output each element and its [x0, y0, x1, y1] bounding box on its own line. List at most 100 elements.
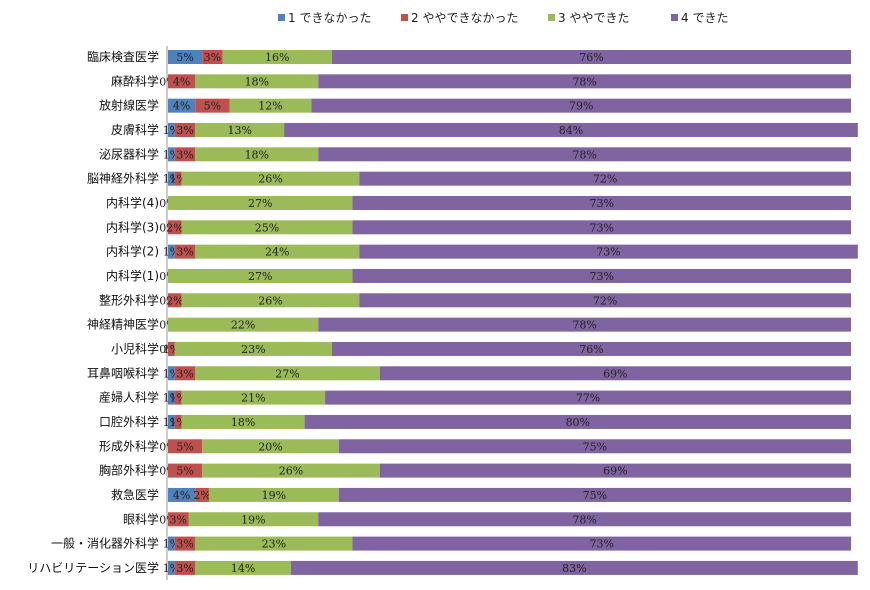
bar-segment: [168, 366, 175, 381]
bar-segment: [174, 560, 196, 575]
bar-segment: [168, 390, 175, 405]
data-label: 26%: [279, 465, 303, 478]
bar-segment: [284, 122, 858, 137]
bar-row: 0%27%73%: [159, 268, 851, 283]
category-label: 内科学(1): [106, 268, 159, 283]
category-label: 臨床検査医学: [87, 49, 159, 64]
data-label: 12%: [258, 100, 282, 113]
data-label: 73%: [589, 197, 613, 210]
bar-segment: [168, 487, 196, 502]
bar-segment: [352, 220, 851, 235]
bar-row: 1%1% 21% 77%: [163, 390, 852, 405]
bar-segment: [174, 147, 196, 162]
data-label: 27%: [275, 367, 299, 380]
data-label: 19%: [241, 513, 265, 526]
bar-row: 0%2%26%72%: [159, 293, 851, 308]
legend-label: 4 できた: [681, 11, 728, 25]
data-label: 20%: [258, 440, 282, 453]
data-label: 79%: [569, 100, 593, 113]
bar-segment: [195, 244, 360, 259]
bar-segment: [181, 390, 326, 405]
bar-segment: [168, 171, 175, 186]
category-label: 眼科学: [123, 511, 159, 526]
bar-row: 1%3% 24% 73%: [163, 244, 858, 259]
bar-segment: [195, 147, 319, 162]
category-label: 内科学(3): [106, 219, 159, 234]
bar-segment: [195, 487, 209, 502]
data-label: 4%: [173, 75, 190, 88]
legend-swatch: [671, 14, 678, 21]
bar-segment: [195, 74, 319, 89]
legend-item: 3 ややできた: [548, 11, 629, 25]
data-label: 26%: [258, 294, 282, 307]
bar-segment: [168, 536, 175, 551]
legend-swatch: [401, 14, 408, 21]
category-label: 脳神経外科学: [87, 171, 159, 186]
bar-segment: [202, 50, 223, 64]
data-label: 3%: [176, 124, 193, 137]
bar-segment: [290, 560, 858, 575]
bar-segment: [168, 560, 175, 575]
bar-segment: [331, 341, 851, 356]
bar-segment: [168, 195, 353, 210]
data-label: 69%: [603, 465, 627, 478]
bar-segment: [359, 244, 858, 259]
data-label: 69%: [603, 367, 627, 380]
data-label: 23%: [262, 538, 286, 551]
bar-segment: [174, 536, 196, 551]
data-label: 2%: [193, 489, 210, 502]
data-label: 19%: [262, 489, 286, 502]
bar-segment: [174, 414, 182, 429]
bar-segment: [222, 50, 332, 64]
bar-segment: [338, 487, 851, 502]
bar-segment: [195, 122, 285, 137]
data-label: 80%: [566, 416, 590, 429]
data-label: 76%: [579, 343, 603, 356]
category-label: 口腔外科学: [99, 414, 159, 429]
category-label: 一般・消化器外科学: [51, 536, 159, 551]
bar-segment: [168, 341, 175, 356]
data-label: 5%: [204, 100, 221, 113]
bar-row: 0%5%20%75%: [159, 439, 851, 454]
bar-segment: [304, 414, 852, 429]
data-label: 73%: [596, 246, 620, 259]
bar-segment: [168, 414, 175, 429]
data-label: 75%: [583, 489, 607, 502]
bar-segment: [318, 317, 851, 332]
bar-segment: [181, 220, 353, 235]
bar-segment: [359, 293, 851, 308]
bar-row: 1%3% 23% 73%: [163, 536, 851, 551]
bar-segment: [202, 463, 380, 478]
bar-segment: [168, 512, 189, 527]
category-label: 神経精神医学: [87, 317, 159, 332]
bar-row: 4% 2% 19% 75%: [168, 487, 851, 502]
data-label: 16%: [265, 51, 289, 64]
bar-row: 4% 5% 12% 79%: [168, 98, 851, 113]
bar-segment: [331, 50, 851, 64]
data-label: 26%: [258, 173, 282, 186]
data-label: 24%: [265, 246, 289, 259]
category-label: 内科学(2): [106, 244, 159, 259]
category-label: 内科学(4): [106, 195, 159, 210]
data-label: 18%: [245, 148, 269, 161]
legend-label: 1 できなかった: [288, 11, 371, 25]
bar-segment: [168, 244, 175, 259]
bar-segment: [174, 122, 196, 137]
bar-segment: [195, 560, 291, 575]
bar-segment: [174, 171, 182, 186]
data-label: 3%: [176, 538, 193, 551]
bar-row: 5% 3% 16% 76%: [168, 50, 851, 64]
bar-row: 0%1%23%76%: [159, 341, 851, 356]
bar-segment: [174, 244, 196, 259]
bar-segment: [168, 220, 182, 235]
data-label: 21%: [241, 392, 265, 405]
category-label: 産婦人科学: [99, 390, 159, 405]
data-label: 2%: [166, 294, 183, 307]
bar-segment: [168, 147, 175, 162]
chart-legend: 1 できなかった 2 ややできなかった 3 ややできた 4 できた: [278, 11, 728, 25]
data-label: 18%: [245, 75, 269, 88]
bar-segment: [181, 414, 305, 429]
bar-segment: [352, 268, 851, 283]
bar-segment: [379, 463, 851, 478]
data-label: 5%: [176, 51, 193, 64]
